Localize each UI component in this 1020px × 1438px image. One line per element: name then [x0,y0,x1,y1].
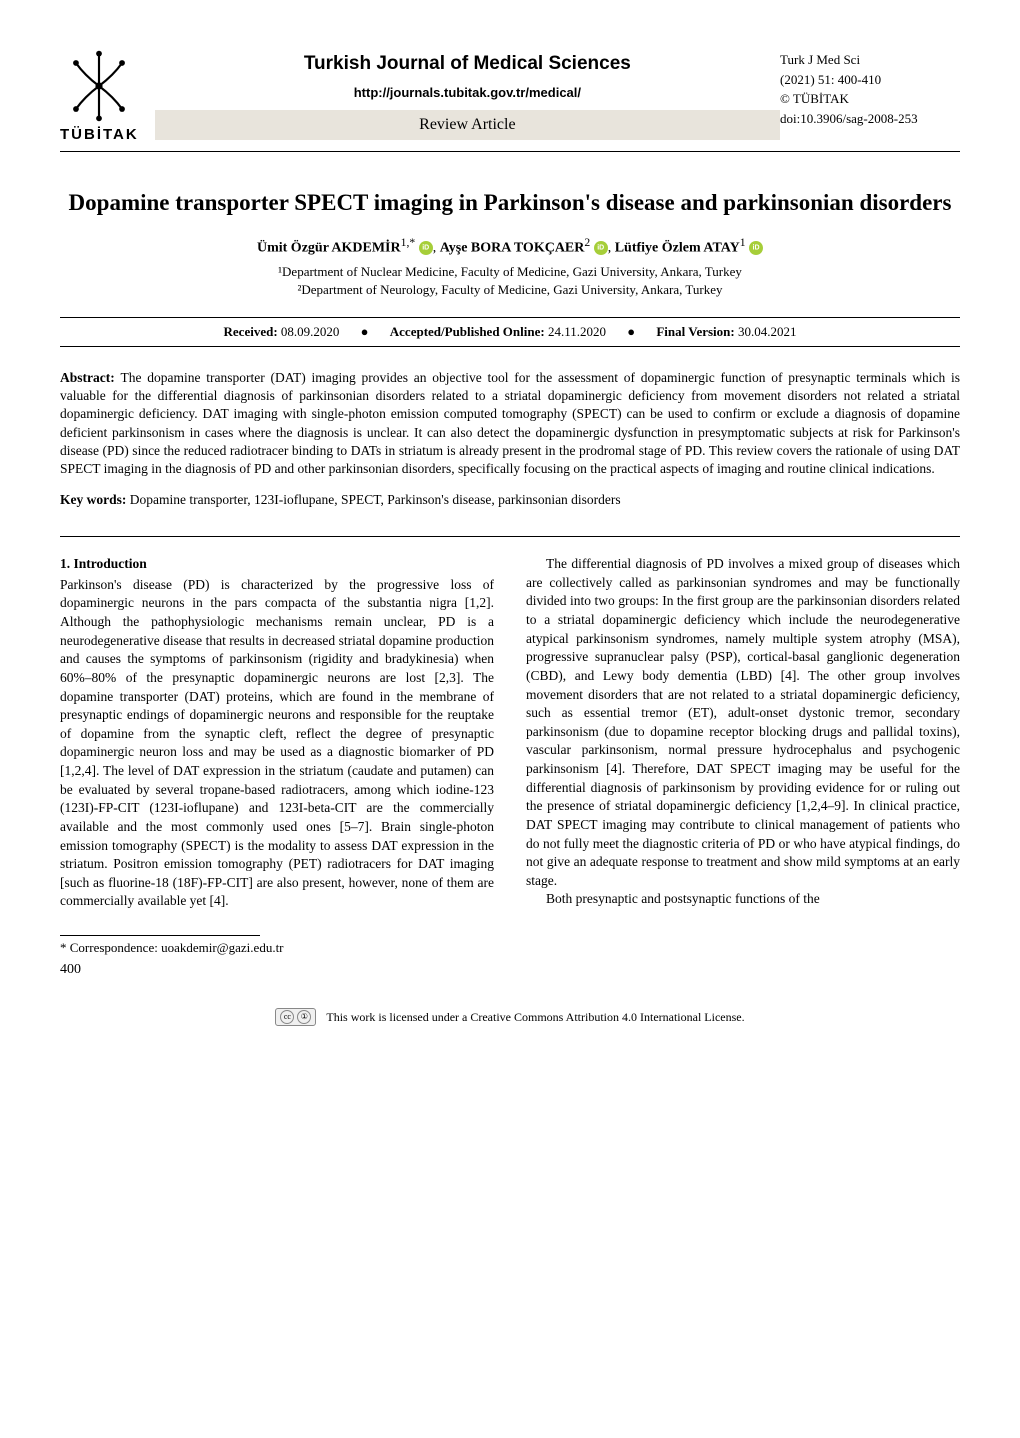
final-value: 30.04.2021 [735,324,797,339]
affiliation-2: ²Department of Neurology, Faculty of Med… [60,281,960,299]
orcid-icon[interactable] [594,241,608,255]
cc-icon[interactable]: cc ① [275,1008,316,1026]
dates-row: Received: 08.09.2020 ● Accepted/Publishe… [60,317,960,347]
body-paragraph: The differential diagnosis of PD involve… [526,555,960,890]
license-text: This work is licensed under a Creative C… [326,1010,744,1025]
right-column: The differential diagnosis of PD involve… [526,555,960,911]
header-meta: Turk J Med Sci (2021) 51: 400-410 © TÜBİ… [780,50,960,128]
affiliations-block: ¹Department of Nuclear Medicine, Faculty… [60,263,960,299]
author-separator: , [608,241,615,256]
received-label: Received: [224,324,278,339]
body-columns: 1. Introduction Parkinson's disease (PD)… [60,555,960,911]
abstract-label: Abstract: [60,370,121,385]
author-2-name: Ayşe BORA TOKÇAER [440,241,585,256]
tubitak-icon [63,50,135,122]
authors-block: Ümit Özgür AKDEMİR1,* , Ayşe BORA TOKÇAE… [60,236,960,257]
author-1-name: Ümit Özgür AKDEMİR [257,241,401,256]
date-separator: ● [361,324,369,339]
title-block: Dopamine transporter SPECT imaging in Pa… [60,188,960,218]
meta-line-1: Turk J Med Sci [780,50,960,70]
date-separator: ● [627,324,635,339]
body-paragraph: Both presynaptic and postsynaptic functi… [526,890,960,909]
abstract-text: The dopamine transporter (DAT) imaging p… [60,370,960,476]
publisher-logo-text: TÜBİTAK [60,126,139,143]
abstract-section: Abstract: The dopamine transporter (DAT)… [60,369,960,478]
orcid-icon[interactable] [419,241,433,255]
keywords-section: Key words: Dopamine transporter, 123I-io… [60,492,960,508]
author-3-name: Lütfiye Özlem ATAY [615,241,740,256]
accepted-label: Accepted/Published Online: [390,324,545,339]
journal-header: TÜBİTAK Turkish Journal of Medical Scien… [60,50,960,152]
accepted-value: 24.11.2020 [545,324,606,339]
final-label: Final Version: [656,324,734,339]
page-number: 400 [60,962,960,978]
journal-url[interactable]: http://journals.tubitak.gov.tr/medical/ [155,85,780,100]
article-type-bar: Review Article [155,110,780,140]
meta-doi[interactable]: doi:10.3906/sag-2008-253 [780,109,960,129]
received-value: 08.09.2020 [278,324,340,339]
body-paragraph: Parkinson's disease (PD) is characterize… [60,576,494,911]
footnote-divider [60,935,260,936]
author-3-sup: 1 [740,236,746,249]
header-center: Turkish Journal of Medical Sciences http… [155,53,780,140]
by-badge: ① [297,1010,311,1024]
meta-line-3: © TÜBİTAK [780,89,960,109]
affiliation-1: ¹Department of Nuclear Medicine, Faculty… [60,263,960,281]
section-heading-1: 1. Introduction [60,555,494,574]
cc-badge: cc [280,1010,294,1024]
header-left: TÜBİTAK Turkish Journal of Medical Scien… [60,50,780,143]
keywords-text: Dopamine transporter, 123I-ioflupane, SP… [130,492,621,507]
meta-line-2: (2021) 51: 400-410 [780,70,960,90]
keywords-label: Key words: [60,492,130,507]
author-separator: , [433,241,440,256]
content-divider [60,536,960,537]
author-1-sup: 1,* [401,236,416,249]
left-column: 1. Introduction Parkinson's disease (PD)… [60,555,494,911]
author-2-sup: 2 [584,236,590,249]
journal-title: Turkish Journal of Medical Sciences [155,53,780,75]
license-bar: cc ① This work is licensed under a Creat… [60,1008,960,1026]
correspondence-footnote: * Correspondence: uoakdemir@gazi.edu.tr [60,940,960,956]
orcid-icon[interactable] [749,241,763,255]
page-root: TÜBİTAK Turkish Journal of Medical Scien… [0,0,1020,1066]
publisher-logo: TÜBİTAK [60,50,139,143]
article-title: Dopamine transporter SPECT imaging in Pa… [60,188,960,218]
